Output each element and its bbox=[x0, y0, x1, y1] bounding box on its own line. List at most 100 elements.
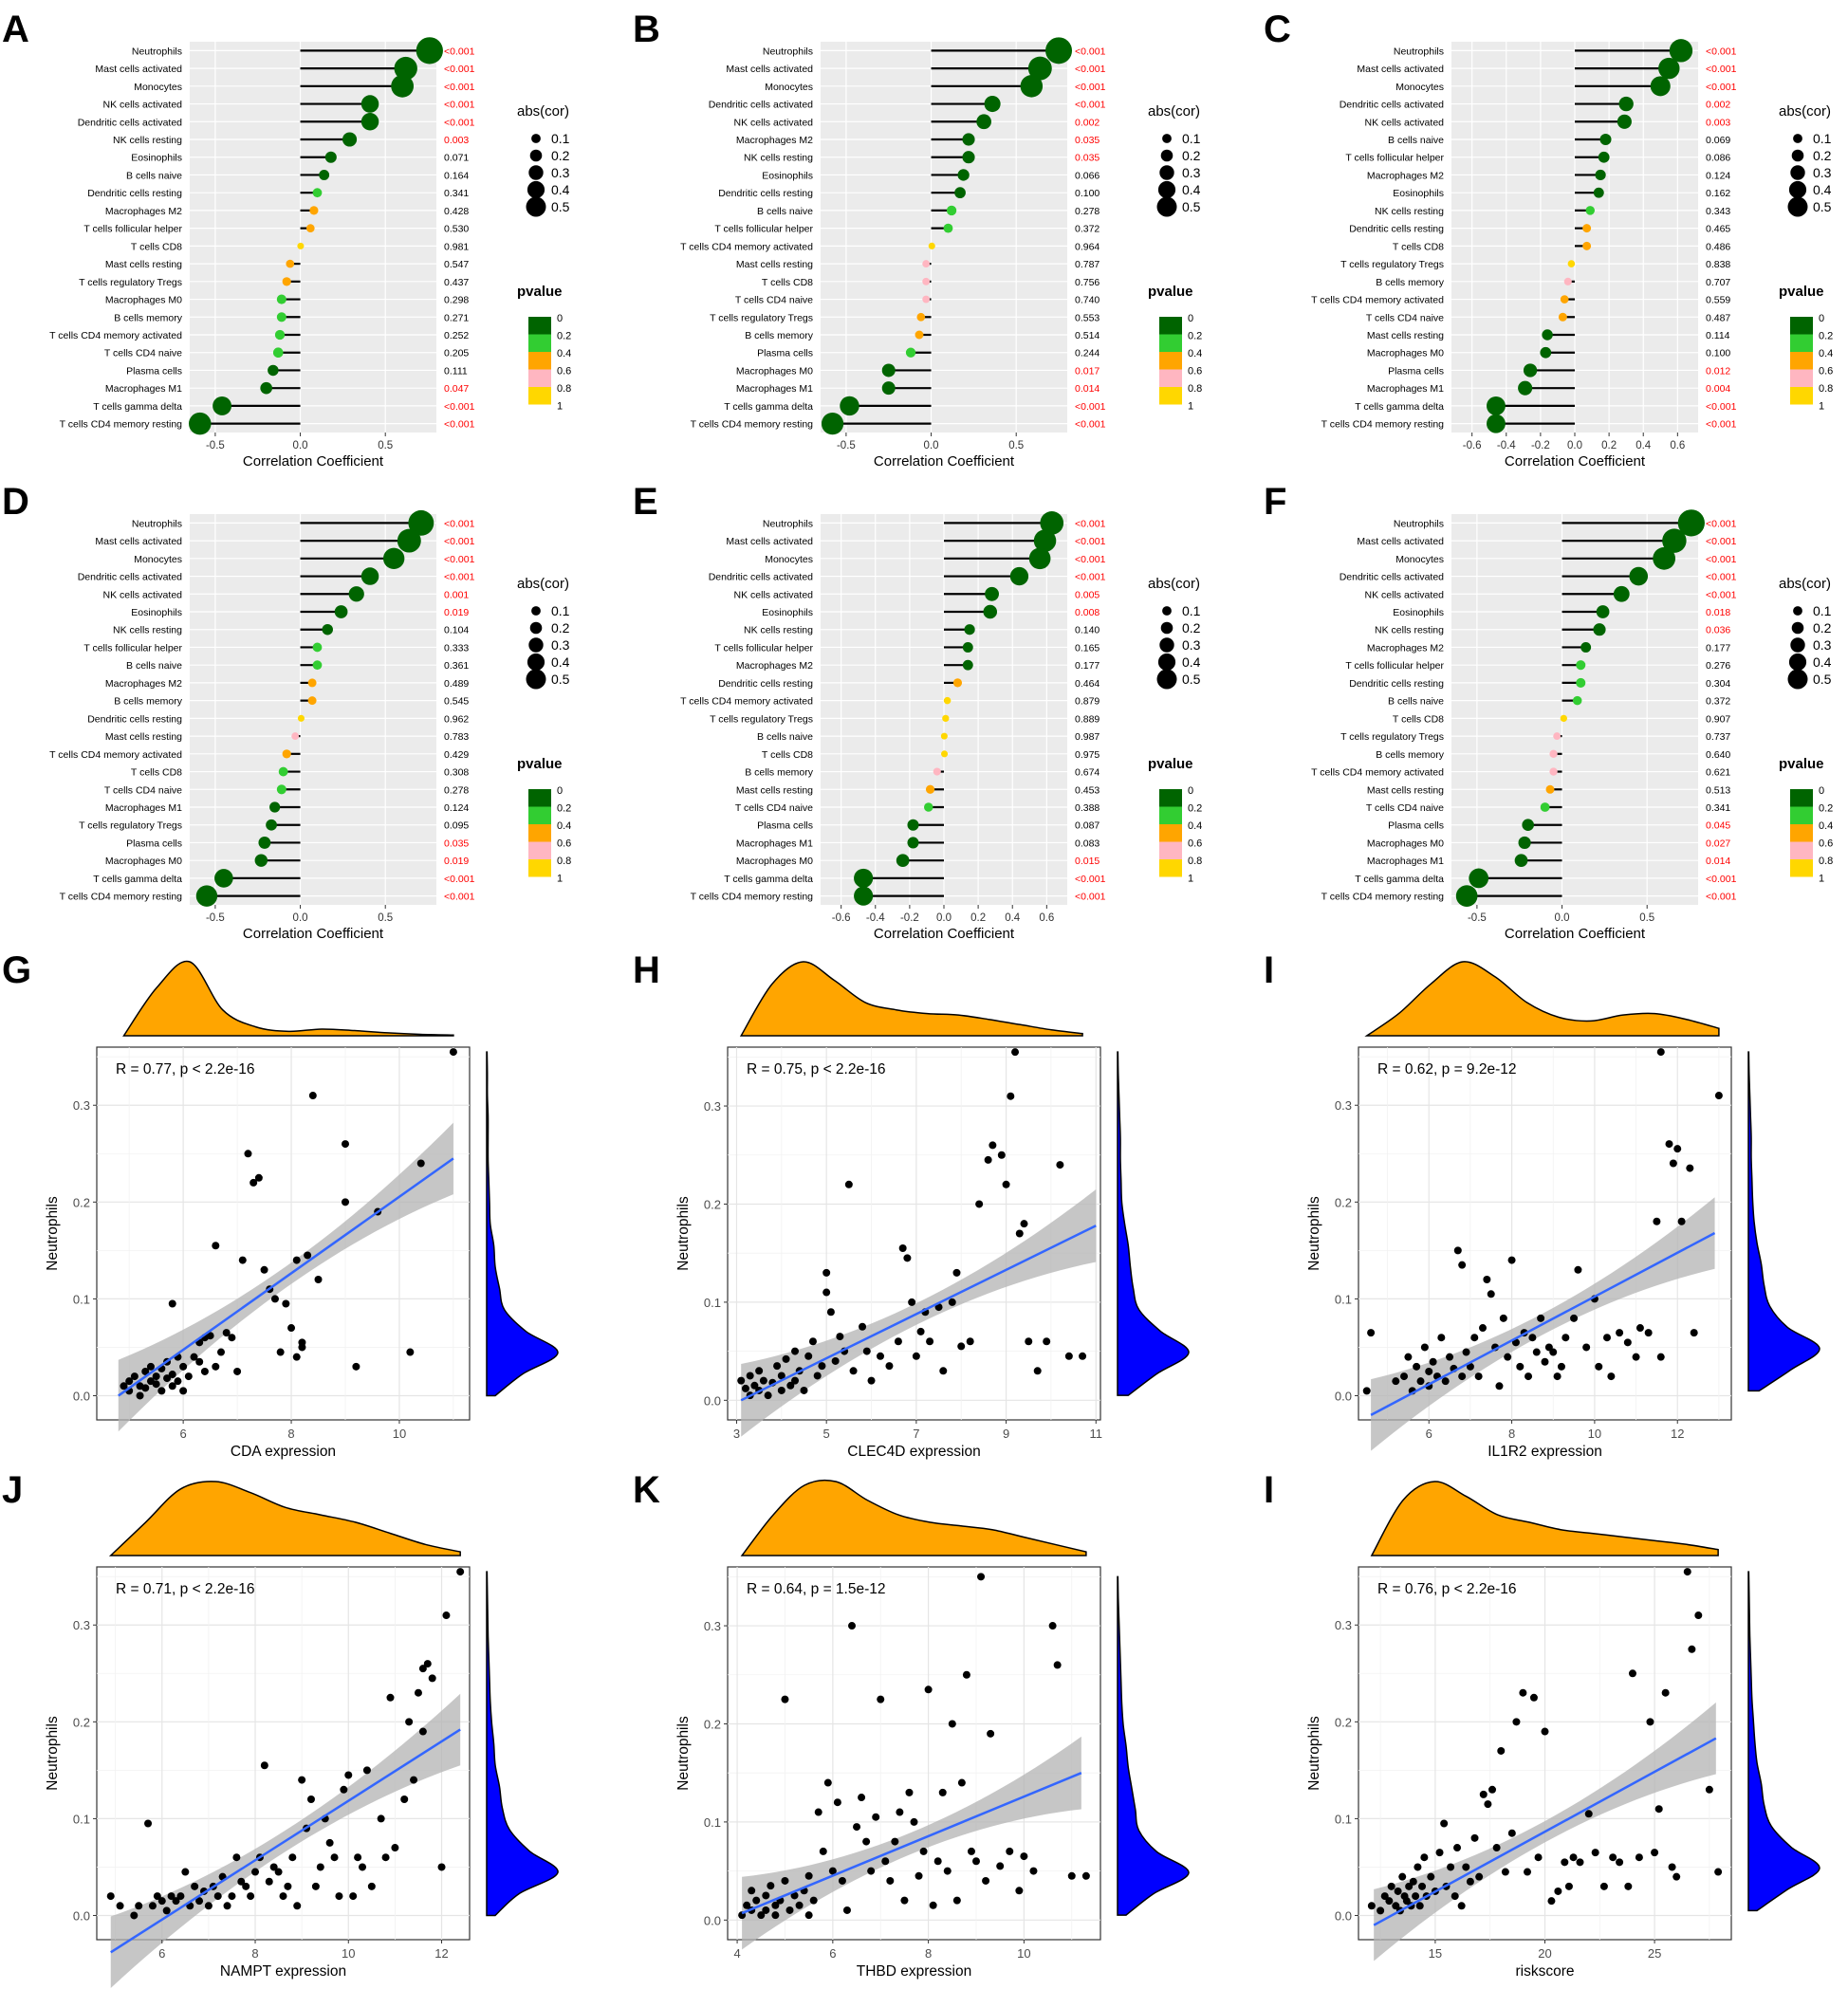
size-legend-label: 0.2 bbox=[1182, 148, 1201, 163]
size-legend-label: 0.2 bbox=[1182, 620, 1201, 635]
cell-type-label: T cells regulatory Tregs bbox=[1340, 731, 1444, 743]
pvalue-label: <0.001 bbox=[1075, 892, 1106, 903]
data-point bbox=[1405, 1882, 1414, 1890]
x-tick-label: -0.2 bbox=[900, 912, 919, 924]
lollipop-dot bbox=[1045, 37, 1073, 64]
size-legend-label: 0.3 bbox=[551, 165, 570, 180]
x-axis-title: THBD expression bbox=[857, 1963, 971, 1980]
lollipop-dot bbox=[1523, 363, 1538, 378]
x-axis-title: Correlation Coefficient bbox=[243, 453, 384, 470]
scatter-panel: I R = 0.62, p = 9.2e-12 0.0 0.1 0.2 0.3 6 8 10 12… bbox=[1264, 949, 1820, 1460]
pvalue-label: <0.001 bbox=[444, 401, 475, 413]
cell-type-label: B cells memory bbox=[745, 767, 814, 779]
size-legend-label: 0.2 bbox=[551, 148, 570, 163]
x-tick-label: 8 bbox=[251, 1946, 258, 1961]
data-point bbox=[1007, 1092, 1015, 1100]
lollipop-dot bbox=[1582, 224, 1592, 233]
cell-type-label: Mast cells activated bbox=[95, 64, 182, 75]
data-point bbox=[254, 1173, 263, 1182]
data-point bbox=[1519, 1688, 1527, 1697]
data-point bbox=[1453, 1844, 1462, 1852]
data-point bbox=[757, 1911, 766, 1920]
data-point bbox=[1435, 1849, 1444, 1857]
data-point bbox=[1574, 1265, 1582, 1274]
size-legend-title: abs(cor) bbox=[1148, 576, 1200, 592]
color-legend-swatch bbox=[1790, 789, 1813, 807]
data-point bbox=[1067, 1871, 1076, 1880]
data-point bbox=[120, 1382, 128, 1390]
x-tick-label: 8 bbox=[925, 1946, 932, 1961]
data-point bbox=[298, 1776, 306, 1784]
data-point bbox=[212, 1242, 220, 1250]
pvalue-label: 0.003 bbox=[1706, 117, 1730, 128]
data-point bbox=[795, 1901, 804, 1909]
pvalue-label: 0.907 bbox=[1706, 713, 1730, 725]
lollipop-dot bbox=[976, 114, 991, 130]
data-point bbox=[962, 1670, 970, 1679]
data-point bbox=[762, 1891, 770, 1900]
data-point bbox=[1665, 1140, 1673, 1149]
pvalue-label: 0.083 bbox=[1075, 838, 1100, 849]
pvalue-label: 0.304 bbox=[1706, 678, 1730, 690]
data-point bbox=[377, 1814, 385, 1823]
lollipop-dot bbox=[1469, 868, 1489, 889]
data-point bbox=[1616, 1858, 1624, 1867]
data-point bbox=[1029, 1867, 1038, 1875]
data-point bbox=[1683, 1568, 1691, 1576]
size-legend-dot bbox=[1790, 637, 1805, 653]
pvalue-label: <0.001 bbox=[444, 100, 475, 111]
size-legend-dot bbox=[528, 637, 544, 653]
size-legend-dot bbox=[1159, 637, 1174, 653]
cell-type-label: Mast cells activated bbox=[726, 64, 813, 75]
data-point bbox=[1635, 1853, 1643, 1862]
lollipop-dot bbox=[324, 151, 337, 163]
data-point bbox=[1651, 1849, 1659, 1857]
data-point bbox=[903, 1254, 912, 1262]
data-point bbox=[791, 1376, 800, 1385]
lollipop-dot bbox=[1560, 714, 1567, 723]
data-point bbox=[948, 1298, 956, 1306]
cell-type-label: NK cells resting bbox=[113, 135, 182, 146]
pvalue-label: 0.252 bbox=[444, 330, 469, 341]
cell-type-label: Macrophages M2 bbox=[1367, 170, 1444, 181]
data-point bbox=[809, 1896, 818, 1905]
data-point bbox=[1497, 1746, 1506, 1755]
pvalue-label: 0.547 bbox=[444, 259, 469, 270]
data-point bbox=[1512, 1718, 1521, 1726]
x-tick-label: 4 bbox=[733, 1946, 740, 1961]
cell-type-label: Mast cells resting bbox=[736, 259, 813, 270]
pvalue-label: 0.162 bbox=[1706, 188, 1730, 199]
y-density bbox=[1117, 1575, 1190, 1916]
color-legend-label: 0.6 bbox=[1188, 366, 1202, 378]
lollipop-dot bbox=[962, 641, 973, 653]
data-point bbox=[771, 1911, 780, 1920]
regression-line bbox=[1370, 1231, 1716, 1417]
data-point bbox=[939, 1367, 948, 1375]
data-point bbox=[449, 1048, 457, 1057]
pvalue-label: 0.095 bbox=[444, 820, 469, 832]
data-point bbox=[1705, 1785, 1713, 1794]
cell-type-label: Macrophages M0 bbox=[736, 856, 813, 867]
lollipop-dot bbox=[1580, 641, 1592, 653]
size-legend-dot bbox=[1157, 180, 1176, 199]
data-point bbox=[818, 1362, 826, 1371]
data-point bbox=[228, 1334, 236, 1342]
cell-type-label: Dendritic cells resting bbox=[718, 678, 813, 690]
y-axis-title: Neutrophils bbox=[1306, 1716, 1322, 1791]
y-density bbox=[1117, 1051, 1190, 1396]
data-point bbox=[1412, 1892, 1420, 1901]
pvalue-label: <0.001 bbox=[1075, 536, 1106, 547]
y-tick-label: 0.3 bbox=[1335, 1618, 1352, 1632]
legend: abs(cor)0.10.20.30.40.5pvalue00.20.40.60… bbox=[1779, 576, 1833, 885]
cell-type-label: Mast cells resting bbox=[1367, 330, 1444, 341]
lollipop-dot bbox=[334, 605, 348, 618]
pvalue-label: 0.308 bbox=[444, 767, 469, 779]
data-point bbox=[844, 1180, 853, 1188]
cell-type-label: T cells follicular helper bbox=[1345, 660, 1444, 672]
lollipop-dot bbox=[954, 187, 966, 199]
data-point bbox=[1672, 1872, 1681, 1881]
data-point bbox=[1668, 1863, 1676, 1871]
size-legend-dot bbox=[526, 669, 546, 690]
data-point bbox=[1609, 1853, 1617, 1862]
correlation-annotation: R = 0.64, p = 1.5e-12 bbox=[747, 1581, 886, 1597]
